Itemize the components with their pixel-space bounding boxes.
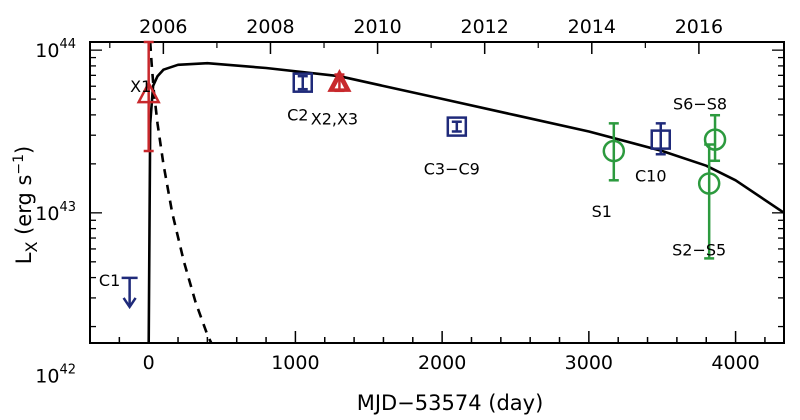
x-tick-label: 3000 [565, 352, 613, 374]
x-axis-title: MJD−53574 (day) [357, 391, 544, 415]
y-axis-title-exp: −1 [11, 154, 27, 175]
top-tick-label: 2006 [139, 16, 187, 38]
x-tick-label: 2000 [418, 352, 466, 374]
top-tick-label: 2016 [675, 16, 723, 38]
x-tick-label: 1000 [271, 352, 319, 374]
x-tick-label: 0 [143, 352, 155, 374]
y-axis-title-units: (erg s [12, 175, 36, 242]
axis-ticks: 0 1000 2000 3000 4000 2006 2008 2010 2012 2014 201… [35, 16, 784, 388]
x-tick-label: 4000 [711, 352, 759, 374]
model-curve-dashed [148, 42, 213, 343]
upper-limit-arrow [122, 297, 137, 310]
point-label: X1 [130, 77, 151, 96]
point-label: C2 [287, 106, 308, 125]
top-tick-label: 2008 [246, 16, 294, 38]
y-tick-label: 1042 [35, 363, 76, 388]
y-axis-title-close: ) [12, 146, 36, 154]
plot-frame [89, 41, 785, 344]
model-curves [147, 42, 784, 343]
point-label: S6−S8 [673, 95, 727, 114]
point-label: S2−S5 [672, 241, 726, 260]
y-axis-title-main: L [12, 252, 36, 264]
y-axis-title-sub: X [22, 242, 41, 253]
triangle-marker [136, 80, 161, 104]
top-tick-label: 2012 [461, 16, 509, 38]
circle-marker [602, 139, 626, 163]
y-tick-label: 1044 [35, 37, 76, 62]
top-tick-label: 2010 [353, 16, 401, 38]
triangle-marker [330, 74, 349, 91]
square-marker [446, 116, 468, 137]
circle-marker [703, 128, 727, 151]
point-label: C1 [99, 271, 120, 290]
top-tick-label: 2014 [568, 16, 616, 38]
y-tick-label: 1043 [35, 200, 76, 225]
model-curve-solid [147, 61, 784, 343]
point-label: X2,X3 [311, 110, 358, 129]
square-marker [650, 129, 672, 150]
point-label: C3−C9 [424, 160, 480, 179]
point-label: S1 [592, 202, 612, 221]
circle-marker [697, 172, 721, 195]
point-label: C10 [635, 167, 667, 186]
y-axis-title: LX (erg s−1) [11, 146, 41, 265]
square-marker [292, 72, 313, 93]
